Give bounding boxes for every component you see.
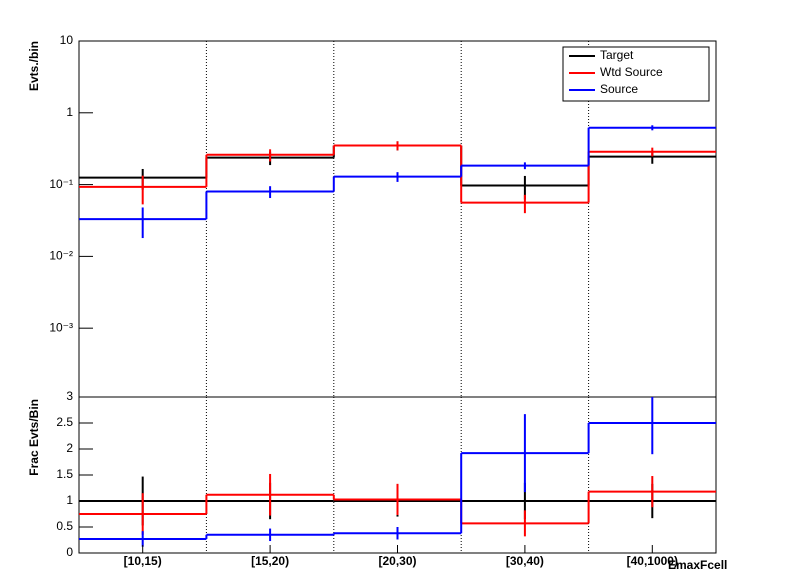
- y-tick-label: 10: [60, 33, 74, 47]
- y-tick-label: 3: [66, 389, 73, 403]
- x-tick-label: [30,40): [506, 554, 544, 568]
- y-tick-label: 10⁻²: [49, 249, 73, 263]
- y-tick-label: 10⁻³: [49, 320, 73, 334]
- y-tick-label: 0: [66, 545, 73, 559]
- y-tick-label: 2.5: [56, 415, 73, 429]
- x-tick-label: [20,30): [378, 554, 416, 568]
- y-axis-label: Frac Evts/Bin: [27, 399, 41, 476]
- x-tick-label: [40,1000): [627, 554, 678, 568]
- x-tick-label: [15,20): [251, 554, 289, 568]
- y-tick-label: 0.5: [56, 519, 73, 533]
- x-tick-label: [10,15): [124, 554, 162, 568]
- y-tick-label: 10⁻¹: [49, 177, 73, 191]
- y-tick-label: 1: [66, 493, 73, 507]
- y-tick-label: 2: [66, 441, 73, 455]
- legend-label: Wtd Source: [600, 65, 663, 79]
- y-tick-label: 1.5: [56, 467, 73, 481]
- y-axis-label: Evts./bin: [27, 41, 41, 91]
- legend-label: Target: [600, 48, 634, 62]
- x-axis-label: EmaxFcell: [668, 558, 727, 572]
- legend-label: Source: [600, 82, 638, 96]
- y-tick-label: 1: [66, 105, 73, 119]
